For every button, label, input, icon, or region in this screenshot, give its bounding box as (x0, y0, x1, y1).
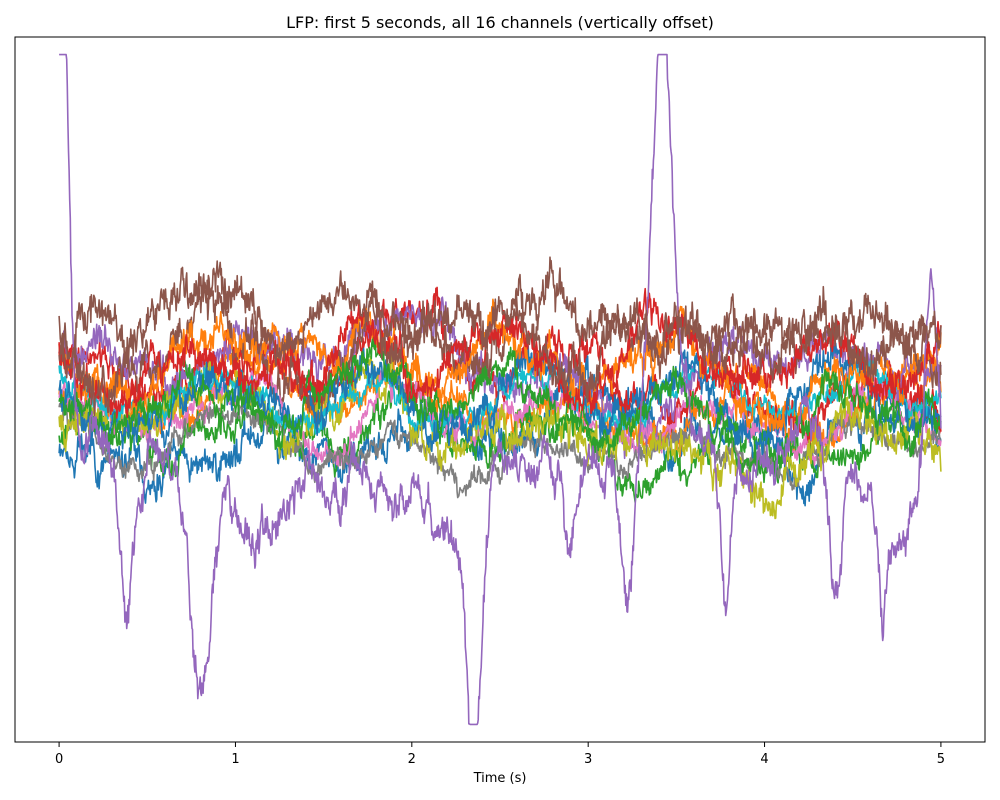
channel-trace-13 (58, 336, 942, 484)
x-axis: 0 1 2 3 4 5 (55, 742, 945, 767)
channel-trace-14 (58, 287, 942, 419)
chart-title: LFP: first 5 seconds, all 16 channels (v… (286, 13, 714, 32)
channel-trace-8 (58, 396, 942, 499)
channel-trace-16 (58, 266, 942, 417)
x-tick-label: 1 (231, 752, 239, 767)
x-tick-label: 4 (760, 752, 768, 767)
channel-trace-15 (58, 53, 942, 726)
x-tick-label: 5 (937, 752, 945, 767)
x-axis-label: Time (s) (473, 771, 527, 786)
x-tick-label: 2 (408, 752, 416, 767)
x-tick-label: 3 (584, 752, 592, 767)
channel-trace-11 (58, 342, 942, 462)
plot-frame (14, 36, 986, 743)
traces-group (58, 53, 942, 726)
x-tick-label: 0 (55, 752, 63, 767)
